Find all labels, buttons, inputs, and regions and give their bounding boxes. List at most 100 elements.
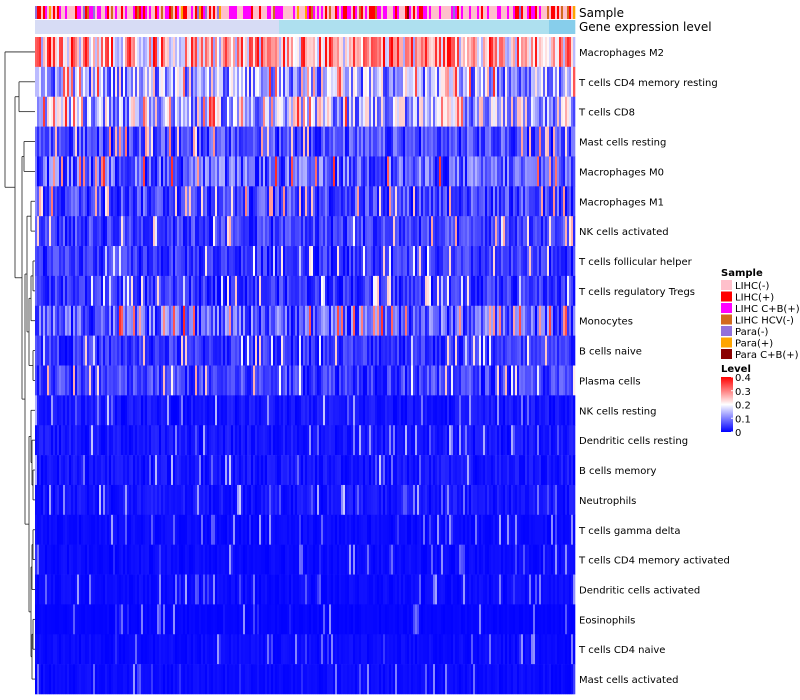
heatmap-cell — [201, 484, 204, 516]
heatmap-cell — [165, 156, 168, 187]
heatmap-cell — [451, 395, 454, 426]
heatmap-cell — [297, 395, 300, 426]
heatmap-cell — [271, 365, 274, 396]
expression-annotation-cell — [353, 20, 356, 34]
heatmap-cell — [121, 186, 124, 217]
heatmap-cell — [237, 126, 240, 157]
sample-annotation-cell — [121, 6, 124, 19]
heatmap-cell — [407, 66, 410, 98]
heatmap-cell — [219, 246, 222, 277]
expression-annotation-cell — [55, 20, 58, 34]
sample-annotation-cell — [207, 6, 210, 19]
heatmap-cell — [555, 275, 558, 307]
heatmap-cell — [365, 335, 368, 366]
heatmap-cell — [333, 455, 336, 486]
heatmap-cell — [269, 365, 272, 396]
expression-annotation-cell — [153, 20, 156, 34]
heatmap-cell — [353, 484, 356, 516]
heatmap-cell — [97, 425, 100, 456]
heatmap-cell — [107, 246, 110, 277]
heatmap-cell — [253, 425, 256, 456]
heatmap-cell — [279, 96, 282, 127]
heatmap-cell — [323, 395, 326, 426]
heatmap-cell — [183, 186, 186, 217]
heatmap-cell — [191, 246, 194, 277]
heatmap-cell — [315, 37, 318, 68]
heatmap-cell — [43, 425, 46, 456]
heatmap-cell — [35, 126, 38, 157]
heatmap-cell — [423, 425, 426, 456]
heatmap-cell — [311, 37, 314, 68]
heatmap-cell — [203, 246, 206, 277]
heatmap-cell — [79, 305, 82, 336]
heatmap-cell — [569, 365, 572, 396]
expression-annotation-cell — [321, 20, 324, 34]
heatmap-cell — [81, 275, 84, 307]
heatmap-cell — [429, 305, 432, 336]
heatmap-cell — [519, 126, 522, 157]
heatmap-cell — [67, 275, 70, 307]
heatmap-cell — [379, 186, 382, 217]
heatmap-cell — [195, 186, 198, 217]
expression-annotation-cell — [421, 20, 424, 34]
heatmap-cell — [207, 186, 210, 217]
heatmap-cell — [67, 216, 70, 247]
heatmap-cell — [217, 66, 220, 98]
heatmap-cell — [199, 216, 202, 247]
heatmap-cell — [59, 455, 62, 486]
heatmap-cell — [439, 37, 442, 68]
heatmap-cell — [35, 246, 38, 277]
heatmap-cell — [173, 305, 176, 336]
heatmap-cell — [63, 484, 66, 516]
heatmap-cell — [225, 126, 228, 157]
heatmap-cell — [385, 395, 388, 426]
heatmap-cell — [395, 37, 398, 68]
heatmap-cell — [493, 126, 496, 157]
heatmap-cell — [559, 395, 562, 426]
heatmap-cell — [425, 156, 428, 187]
heatmap-cell — [451, 37, 454, 68]
heatmap-cell — [221, 335, 224, 366]
heatmap-cell — [63, 156, 66, 187]
heatmap-cell — [511, 335, 514, 366]
heatmap-cell — [179, 484, 182, 516]
heatmap-cell — [111, 186, 114, 217]
heatmap-cell — [405, 484, 408, 516]
heatmap-cell — [237, 455, 240, 486]
heatmap-cell — [253, 365, 256, 396]
heatmap-cell — [357, 484, 360, 516]
heatmap-cell — [387, 275, 390, 307]
heatmap-cell — [241, 246, 244, 277]
heatmap-cell — [405, 365, 408, 396]
heatmap-cell — [359, 395, 362, 426]
heatmap-cell — [567, 484, 570, 516]
heatmap-cell — [551, 96, 554, 127]
heatmap-cell — [503, 335, 506, 366]
heatmap-cell — [141, 246, 144, 277]
heatmap-cell — [115, 425, 118, 456]
heatmap-cell — [183, 246, 186, 277]
heatmap-cell — [485, 395, 488, 426]
heatmap-cell — [39, 395, 42, 426]
heatmap-cell — [103, 425, 106, 456]
heatmap-cell — [573, 66, 576, 98]
heatmap-cell — [493, 216, 496, 247]
heatmap-cell — [221, 156, 224, 187]
heatmap-cell — [387, 186, 390, 217]
heatmap-cell — [503, 246, 506, 277]
heatmap-cell — [137, 425, 140, 456]
heatmap-cell — [345, 484, 348, 516]
heatmap-cell — [95, 246, 98, 277]
heatmap-cell — [573, 425, 576, 456]
heatmap-cell — [469, 156, 472, 187]
heatmap-cell — [487, 246, 490, 277]
heatmap-cell — [317, 126, 320, 157]
heatmap-cell — [219, 37, 222, 68]
heatmap-cell — [437, 96, 440, 127]
sample-annotation-cell — [203, 6, 206, 19]
heatmap-cell — [239, 156, 242, 187]
expression-annotation-cell — [103, 20, 106, 34]
expression-annotation-cell — [517, 20, 520, 34]
heatmap-cell — [143, 365, 146, 396]
expression-annotation-cell — [391, 20, 394, 34]
